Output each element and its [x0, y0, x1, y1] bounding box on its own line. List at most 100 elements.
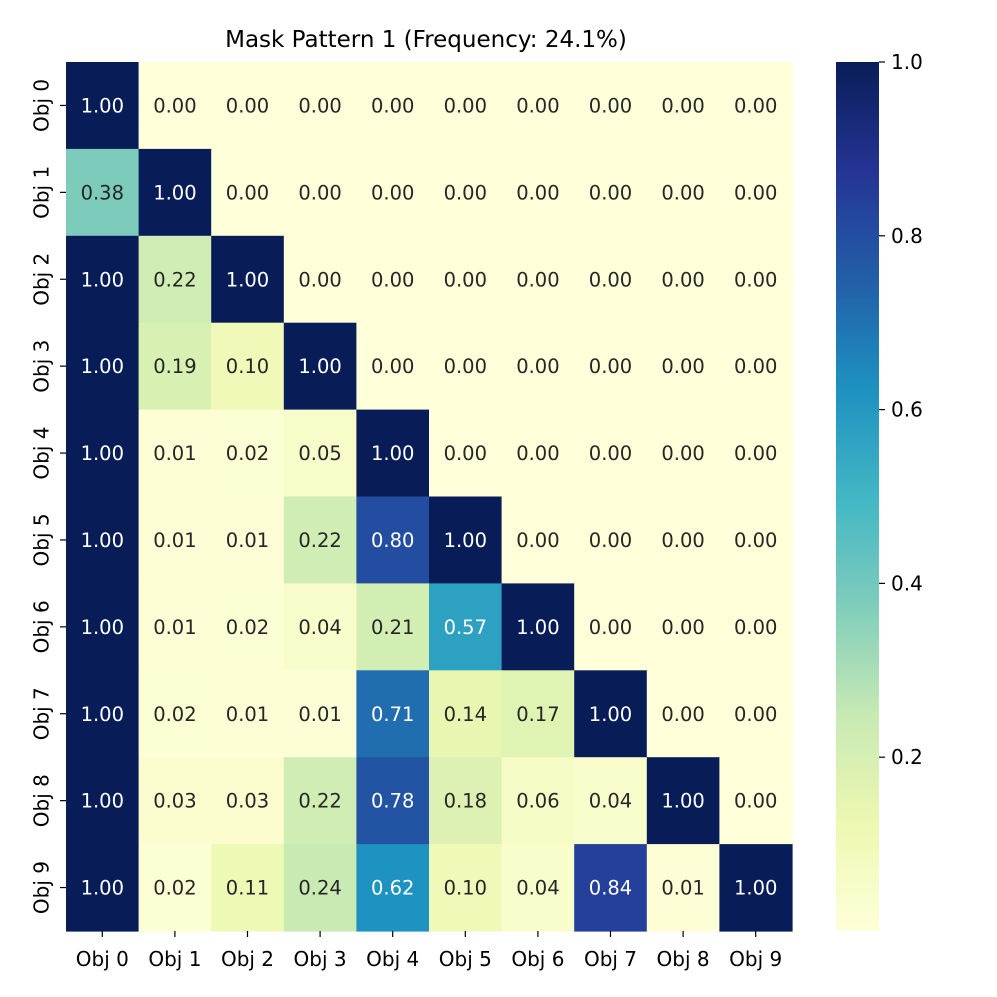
cell-value-label-3-9: 0.00 — [734, 355, 777, 378]
heatmap-cell-0-5 — [429, 62, 503, 150]
cell-value-label-4-2: 0.02 — [226, 442, 269, 465]
cell-value-label-0-6: 0.00 — [516, 94, 559, 117]
cell-value-label-7-1: 0.02 — [153, 703, 196, 726]
cell-value-label-0-7: 0.00 — [589, 94, 632, 117]
cell-value-label-5-8: 0.00 — [661, 529, 704, 552]
cell-value-label-9-4: 0.62 — [371, 877, 414, 900]
cell-value-label-2-7: 0.00 — [589, 268, 632, 291]
heatmap-cell-9-0 — [66, 844, 140, 932]
heatmap-cell-3-7 — [574, 322, 648, 411]
heatmap-cell-7-2 — [211, 670, 285, 758]
heatmap-cell-9-3 — [283, 844, 357, 932]
cell-value-label-6-2: 0.02 — [226, 616, 269, 639]
cell-value-label-5-2: 0.01 — [226, 529, 269, 552]
cell-value-label-3-1: 0.19 — [153, 355, 196, 378]
colorbar: 0.2 0.4 0.6 0.8 1.0 — [836, 50, 923, 931]
heatmap-cell-9-1 — [138, 844, 212, 932]
y-tick-label-8: Obj 8 — [30, 774, 54, 827]
cell-value-label-0-0: 1.00 — [81, 94, 124, 117]
heatmap-cell-6-6 — [501, 583, 575, 671]
heatmap-cell-5-9 — [719, 496, 793, 584]
heatmap-cell-2-0 — [66, 235, 140, 324]
colorbar-gradient — [836, 62, 879, 931]
heatmap-cell-9-7 — [574, 844, 648, 932]
heatmap-cell-2-7 — [574, 235, 648, 324]
heatmap-cell-3-0 — [66, 322, 140, 411]
cell-value-label-5-6: 0.00 — [516, 529, 559, 552]
cell-value-label-9-6: 0.04 — [516, 877, 559, 900]
heatmap-cell-8-6 — [501, 757, 575, 845]
heatmap-cell-8-5 — [429, 757, 503, 845]
x-tick-label-1: Obj 1 — [148, 947, 201, 971]
cell-value-label-7-7: 1.00 — [589, 703, 632, 726]
heatmap-cell-0-0 — [66, 62, 140, 150]
heatmap-cell-9-8 — [646, 844, 720, 932]
cell-value-label-8-7: 0.04 — [589, 790, 632, 813]
heatmap-cell-1-6 — [501, 148, 575, 237]
cell-value-label-1-2: 0.00 — [226, 181, 269, 204]
cell-value-label-4-3: 0.05 — [298, 442, 341, 465]
heatmap-cell-2-1 — [138, 235, 212, 324]
cell-value-label-0-9: 0.00 — [734, 94, 777, 117]
heatmap-cell-6-9 — [719, 583, 793, 671]
cell-value-label-4-0: 1.00 — [81, 442, 124, 465]
cell-value-label-8-3: 0.22 — [298, 790, 341, 813]
heatmap-cell-5-3 — [283, 496, 357, 584]
cell-value-label-0-3: 0.00 — [298, 94, 341, 117]
heatmap-cell-8-7 — [574, 757, 648, 845]
heatmap-cell-9-6 — [501, 844, 575, 932]
colorbar-tick-label-1: 0.4 — [891, 571, 923, 595]
cell-value-label-6-6: 1.00 — [516, 616, 559, 639]
heatmap-cell-4-5 — [429, 409, 503, 498]
cell-value-label-9-0: 1.00 — [81, 877, 124, 900]
chart-title: Mask Pattern 1 (Frequency: 24.1%) — [225, 27, 627, 53]
cell-value-label-3-5: 0.00 — [444, 355, 487, 378]
heatmap-cell-8-8 — [646, 757, 720, 845]
heatmap-cells: 1.00 0.00 0.00 0.00 0.00 0.00 0.00 0.00 0.00 0.00… — [66, 62, 793, 932]
cell-value-label-1-1: 1.00 — [153, 181, 196, 204]
cell-value-label-6-8: 0.00 — [661, 616, 704, 639]
cell-value-label-1-6: 0.00 — [516, 181, 559, 204]
cell-value-label-1-8: 0.00 — [661, 181, 704, 204]
cell-value-label-8-0: 1.00 — [81, 790, 124, 813]
heatmap-cell-4-3 — [283, 409, 357, 498]
heatmap-cell-6-3 — [283, 583, 357, 671]
y-tick-label-2: Obj 2 — [30, 253, 54, 306]
heatmap-cell-2-3 — [283, 235, 357, 324]
heatmap-cell-7-1 — [138, 670, 212, 758]
y-tick-label-6: Obj 6 — [30, 600, 54, 653]
heatmap-cell-6-8 — [646, 583, 720, 671]
cell-value-label-5-1: 0.01 — [153, 529, 196, 552]
heatmap-cell-7-5 — [429, 670, 503, 758]
cell-value-label-7-8: 0.00 — [661, 703, 704, 726]
heatmap-cell-7-7 — [574, 670, 648, 758]
cell-value-label-2-2: 1.00 — [226, 268, 269, 291]
heatmap-cell-5-5 — [429, 496, 503, 584]
cell-value-label-9-7: 0.84 — [589, 877, 632, 900]
heatmap-cell-9-5 — [429, 844, 503, 932]
cell-value-label-7-5: 0.14 — [444, 703, 487, 726]
heatmap-cell-1-8 — [646, 148, 720, 237]
heatmap-cell-3-4 — [356, 322, 430, 411]
heatmap-cell-5-1 — [138, 496, 212, 584]
cell-value-label-3-8: 0.00 — [661, 355, 704, 378]
cell-value-label-1-4: 0.00 — [371, 181, 414, 204]
cell-value-label-5-3: 0.22 — [298, 529, 341, 552]
cell-value-label-8-9: 0.00 — [734, 790, 777, 813]
cell-value-label-4-6: 0.00 — [516, 442, 559, 465]
heatmap-cell-5-2 — [211, 496, 285, 584]
x-tick-label-0: Obj 0 — [76, 947, 129, 971]
x-tick-label-7: Obj 7 — [584, 947, 637, 971]
colorbar-tick-label-4: 1.0 — [891, 50, 923, 74]
heatmap-cell-9-9 — [719, 844, 793, 932]
heatmap-cell-7-8 — [646, 670, 720, 758]
heatmap-cell-3-2 — [211, 322, 285, 411]
heatmap-cell-2-2 — [211, 235, 285, 324]
heatmap-cell-6-4 — [356, 583, 430, 671]
heatmap-cell-5-6 — [501, 496, 575, 584]
heatmap-cell-3-8 — [646, 322, 720, 411]
cell-value-label-9-1: 0.02 — [153, 877, 196, 900]
y-tick-label-4: Obj 4 — [30, 427, 54, 480]
heatmap-cell-4-0 — [66, 409, 140, 498]
cell-value-label-2-8: 0.00 — [661, 268, 704, 291]
